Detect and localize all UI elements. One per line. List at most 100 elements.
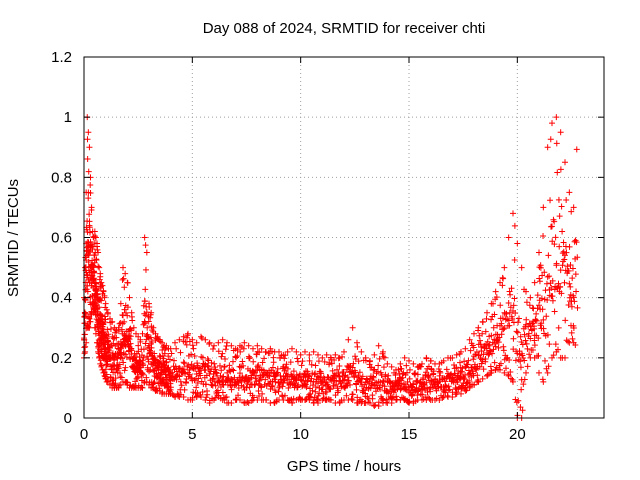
- data-point: [157, 361, 164, 368]
- data-point: [487, 363, 494, 370]
- data-point: [382, 371, 389, 378]
- data-point: [507, 369, 514, 376]
- data-point: [269, 364, 276, 371]
- data-point: [546, 341, 553, 348]
- chart-title: Day 088 of 2024, SRMTID for receiver cht…: [203, 20, 486, 37]
- data-point: [544, 296, 551, 303]
- data-point: [478, 348, 485, 355]
- data-point: [510, 378, 516, 385]
- data-point: [475, 324, 482, 331]
- data-point: [518, 339, 525, 346]
- data-point: [98, 297, 105, 304]
- data-point: [417, 391, 424, 398]
- data-point: [386, 378, 393, 385]
- data-point: [185, 330, 191, 337]
- data-point: [84, 288, 91, 295]
- data-point: [141, 298, 148, 305]
- data-point: [563, 337, 570, 344]
- data-point: [557, 267, 564, 274]
- data-point: [269, 382, 276, 389]
- data-point: [466, 384, 473, 391]
- data-point: [510, 210, 516, 217]
- data-point: [240, 362, 247, 369]
- data-point: [482, 328, 489, 335]
- data-point: [505, 372, 512, 379]
- data-point: [110, 335, 117, 342]
- data-point: [109, 318, 116, 325]
- data-point: [120, 350, 127, 357]
- data-point: [458, 390, 464, 397]
- data-point: [124, 279, 131, 286]
- data-point: [541, 357, 548, 364]
- data-point: [423, 369, 430, 376]
- data-point: [263, 369, 269, 376]
- data-point: [558, 290, 565, 297]
- data-point: [228, 375, 235, 382]
- data-point: [272, 389, 279, 396]
- data-point: [486, 347, 493, 354]
- y-tick-label: 0.8: [51, 169, 72, 186]
- data-point: [549, 223, 555, 230]
- data-point: [505, 234, 512, 241]
- data-point: [168, 350, 175, 357]
- data-point: [501, 325, 508, 332]
- data-point: [98, 363, 105, 370]
- data-point: [436, 368, 443, 375]
- data-point: [206, 339, 213, 346]
- data-point: [258, 345, 265, 352]
- data-point: [476, 363, 483, 370]
- data-point: [500, 275, 507, 282]
- data-point: [147, 314, 154, 321]
- data-point: [526, 351, 533, 358]
- data-point: [122, 309, 129, 316]
- data-point: [532, 317, 539, 324]
- data-point: [344, 374, 351, 381]
- data-point: [458, 368, 465, 375]
- data-point: [204, 356, 211, 363]
- data-point: [246, 354, 253, 361]
- data-point: [173, 345, 180, 352]
- data-point: [142, 266, 149, 273]
- data-point: [219, 350, 226, 357]
- y-tick-label: 0.4: [51, 290, 72, 307]
- data-point: [370, 373, 377, 380]
- data-point: [261, 355, 268, 362]
- data-point: [293, 348, 300, 355]
- data-point: [102, 300, 109, 307]
- data-point: [98, 315, 105, 322]
- data-point: [458, 383, 465, 390]
- data-point: [556, 243, 563, 250]
- data-point: [82, 343, 89, 350]
- data-point: [404, 378, 411, 385]
- data-point: [349, 364, 356, 371]
- data-point: [237, 342, 243, 349]
- data-point: [284, 348, 291, 355]
- data-point: [479, 330, 486, 337]
- data-point: [87, 182, 94, 189]
- data-point: [252, 375, 259, 382]
- data-point: [427, 388, 434, 395]
- data-point: [518, 264, 525, 271]
- data-point: [285, 384, 292, 391]
- data-point: [159, 339, 165, 346]
- data-point: [205, 357, 212, 364]
- data-point: [290, 368, 297, 375]
- data-point: [370, 367, 377, 374]
- data-point: [475, 378, 482, 385]
- data-point: [101, 294, 108, 301]
- data-point: [193, 339, 200, 346]
- data-point: [563, 196, 570, 203]
- data-point: [302, 382, 308, 389]
- data-point: [94, 246, 101, 253]
- data-point: [232, 345, 239, 352]
- data-point: [290, 395, 297, 402]
- data-point: [500, 347, 507, 354]
- data-point: [389, 394, 396, 401]
- data-point: [309, 387, 316, 394]
- data-point: [215, 393, 222, 400]
- data-point: [180, 359, 187, 366]
- data-point: [315, 351, 321, 358]
- axis-ticks: 0 5 10 15 20 0 0.2 0.4 0.6 0.8 1 1.2: [51, 49, 604, 443]
- data-point: [430, 368, 437, 375]
- data-point: [257, 376, 264, 383]
